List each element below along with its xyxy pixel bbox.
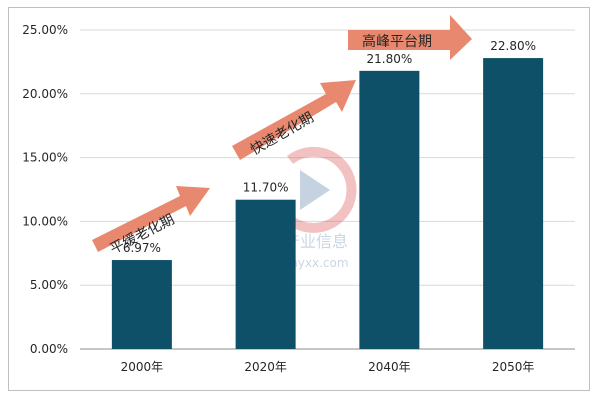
y-tick-label: 10.00% bbox=[22, 214, 68, 228]
annotation-2: 快速老化期 bbox=[232, 80, 356, 160]
y-tick-label: 15.00% bbox=[22, 151, 68, 165]
y-tick-label: 0.00% bbox=[30, 342, 68, 356]
bar-1 bbox=[111, 260, 172, 349]
bar-3 bbox=[359, 70, 420, 349]
y-tick-label: 20.00% bbox=[22, 87, 68, 101]
bar-2 bbox=[235, 199, 296, 349]
annotation-3-arrow bbox=[348, 15, 472, 60]
y-tick-label: 25.00% bbox=[22, 23, 68, 37]
y-axis-ticks: 0.00% 5.00% 10.00% 15.00% 20.00% 25.00% bbox=[22, 23, 68, 356]
x-axis-ticks: 2000年 2020年 2040年 2050年 bbox=[121, 360, 535, 374]
data-label-4: 22.80% bbox=[490, 39, 536, 53]
annotation-1-arrow bbox=[92, 186, 210, 252]
data-label-2: 11.70% bbox=[243, 181, 289, 195]
x-tick-label: 2040年 bbox=[368, 360, 411, 374]
annotation-2-arrow bbox=[232, 80, 356, 160]
y-tick-label: 5.00% bbox=[30, 278, 68, 292]
data-label-3: 21.80% bbox=[366, 52, 412, 66]
x-tick-label: 2050年 bbox=[492, 360, 535, 374]
watermark-logo-icon bbox=[281, 146, 357, 233]
bars bbox=[111, 58, 544, 350]
annotation-3: 高峰平台期 bbox=[348, 15, 472, 60]
x-tick-label: 2000年 bbox=[121, 360, 164, 374]
x-tick-label: 2020年 bbox=[244, 360, 287, 374]
annotation-3-label: 高峰平台期 bbox=[362, 33, 432, 50]
data-labels: 6.97% 11.70% 21.80% 22.80% bbox=[123, 39, 536, 255]
data-label-1: 6.97% bbox=[123, 241, 161, 255]
bar-4 bbox=[483, 58, 544, 350]
